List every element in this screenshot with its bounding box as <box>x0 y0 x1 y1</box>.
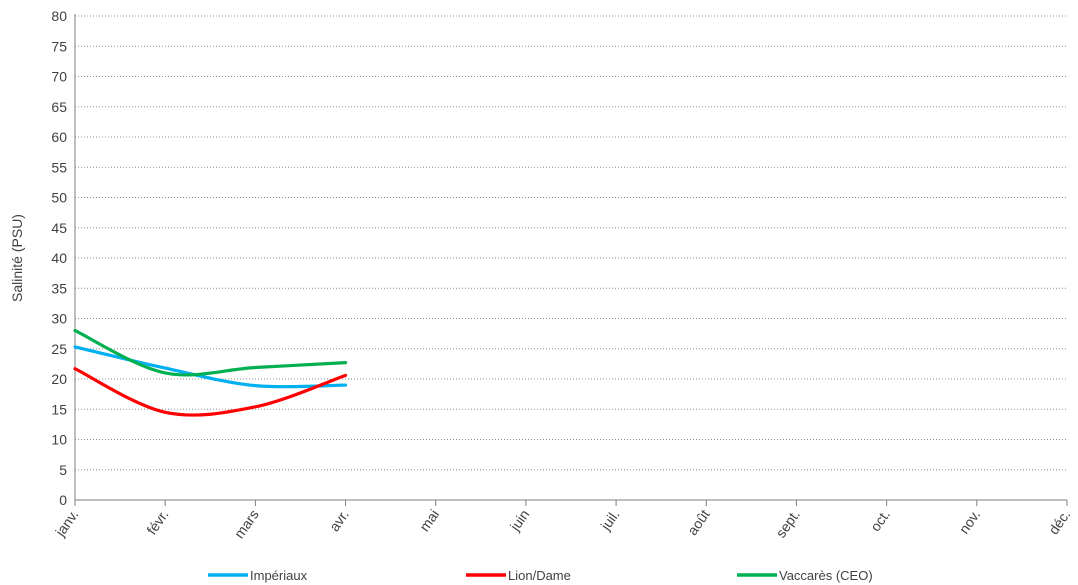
x-tick-label: août <box>684 506 713 538</box>
y-tick-label: 65 <box>51 99 67 115</box>
legend-label-imperiaux: Impériaux <box>250 568 308 583</box>
y-tick-label: 40 <box>51 250 67 266</box>
y-tick-label: 0 <box>59 492 67 508</box>
x-tick-labels: janv. févr. mars avr. mai juin juil. août sept. o… <box>51 506 1073 541</box>
y-tick-label: 15 <box>51 401 67 417</box>
series-lines <box>73 329 348 417</box>
y-axis-title: Salinité (PSU) <box>9 214 25 302</box>
y-tick-label: 50 <box>51 190 67 206</box>
series-line-imperiaux <box>73 345 348 389</box>
y-tick-label: 60 <box>51 129 67 145</box>
y-tick-label: 80 <box>51 8 67 24</box>
y-tick-label: 20 <box>51 371 67 387</box>
x-tick-label: avr. <box>326 507 352 535</box>
series-line-vaccares-ceo <box>73 329 348 377</box>
x-tick-label: janv. <box>51 507 81 540</box>
y-tick-label: 70 <box>51 69 67 85</box>
y-tick-label: 25 <box>51 341 67 357</box>
x-tick-label: oct. <box>867 507 893 535</box>
legend: Impériaux Lion/Dame Vaccarès (CEO) <box>208 568 873 583</box>
x-tick-label: sept. <box>772 507 803 541</box>
y-tick-label: 55 <box>51 159 67 175</box>
legend-label-lion-dame: Lion/Dame <box>508 568 571 583</box>
axes <box>74 14 1068 506</box>
y-tick-label: 45 <box>51 220 67 236</box>
x-tick-label: mai <box>416 507 442 535</box>
x-tick-label: nov. <box>956 507 984 537</box>
x-tick-label: juil. <box>597 507 623 534</box>
x-tick-label: juin <box>506 507 532 535</box>
y-tick-label: 35 <box>51 280 67 296</box>
y-tick-label: 10 <box>51 432 67 448</box>
y-tick-label: 75 <box>51 38 67 54</box>
series-line-lion-dame <box>73 367 348 417</box>
y-tick-label: 30 <box>51 311 67 327</box>
y-tick-labels: 0 5 10 15 20 25 30 35 40 45 50 55 60 65 70 75 80 <box>51 8 67 508</box>
gridlines <box>75 15 1067 471</box>
x-tick-label: mars <box>231 507 262 542</box>
x-tick-label: déc. <box>1045 507 1073 538</box>
legend-label-vaccares-ceo: Vaccarès (CEO) <box>779 568 873 583</box>
x-tick-label: févr. <box>143 507 171 538</box>
y-tick-label: 5 <box>59 462 67 478</box>
